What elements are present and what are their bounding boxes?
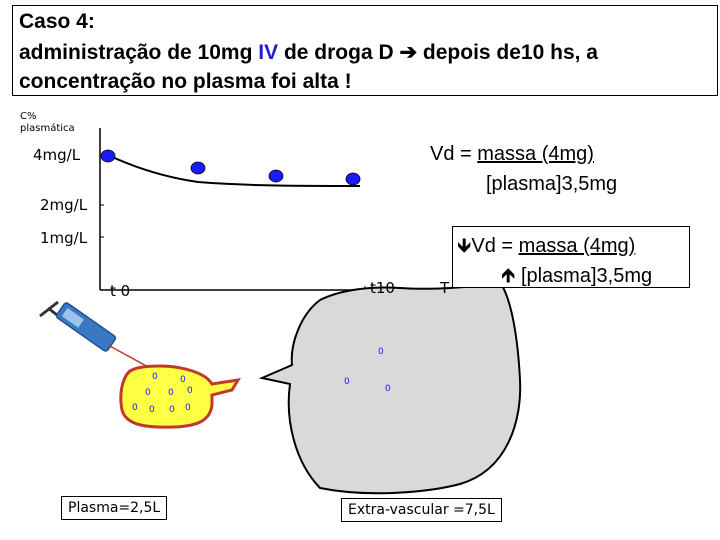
vd-formula-line-1: 🡻Vd = massa (4mg) (457, 235, 636, 257)
vd-formula-box-2: 🡻Vd = massa (4mg) 🡹 [plasma]3,5mg (452, 226, 690, 288)
x-tick-label: T (440, 279, 450, 297)
extravascular-compartment (258, 280, 522, 495)
title-text-a: administração de 10mg (19, 41, 259, 64)
drug-particle: 0 (385, 384, 391, 394)
drug-particle: 0 (187, 386, 193, 396)
curve-point (100, 149, 116, 163)
y-tick-label: 2mg/L (40, 196, 88, 214)
vd-formula-line-2: [plasma]3,5mg (486, 173, 618, 195)
drug-particle: 0 (344, 377, 350, 387)
drug-particle: 0 (169, 405, 175, 415)
y-tick-label: 4mg/L (33, 146, 81, 164)
x-tick-label: t10 (370, 279, 395, 297)
vd-formula-box-1: Vd = massa (4mg) [plasma]3,5mg (424, 137, 660, 199)
drug-particle: 0 (168, 388, 174, 398)
vd-formula-line-2: 🡹 [plasma]3,5mg (501, 265, 653, 287)
title-line-3: concentração no plasma foi alta ! (19, 70, 352, 93)
drug-particle: 0 (180, 375, 186, 385)
y-axis-label: C% plasmática (20, 111, 75, 134)
up-arrow-icon: 🡹 (501, 265, 516, 287)
drug-particle: 0 (152, 372, 158, 382)
y-tick-label: 1mg/L (40, 229, 88, 247)
plasma-caption: Plasma=2,5L (61, 496, 168, 520)
down-arrow-icon: 🡻 (457, 235, 472, 257)
drug-particle: 0 (132, 403, 138, 413)
concentration-curve (107, 154, 361, 187)
title-text-b: de droga D (278, 41, 400, 64)
title-box: Caso 4: administração de 10mg IV de drog… (12, 5, 718, 96)
title-line-1: Caso 4: (19, 10, 95, 33)
right-arrow-icon: ➔ (399, 41, 418, 64)
drug-particle: 0 (145, 388, 151, 398)
drug-particle: 0 (378, 347, 384, 357)
title-line-2: administração de 10mg IV de droga D ➔ de… (19, 40, 598, 65)
drug-particle: 0 (185, 403, 191, 413)
x-tick-label: t 0 (110, 282, 131, 300)
vd-formula-line-1: Vd = massa (4mg) (430, 143, 594, 165)
drug-particle: 0 (149, 405, 155, 415)
curve-point (345, 172, 361, 186)
title-text-c: depois de10 hs, a (417, 41, 598, 64)
curve-point (190, 161, 206, 175)
curve-point (268, 169, 284, 183)
iv-label: IV (258, 41, 279, 64)
syringe-icon (39, 300, 151, 369)
extravascular-caption: Extra-vascular =7,5L (341, 498, 502, 522)
plasma-compartment (119, 364, 241, 429)
